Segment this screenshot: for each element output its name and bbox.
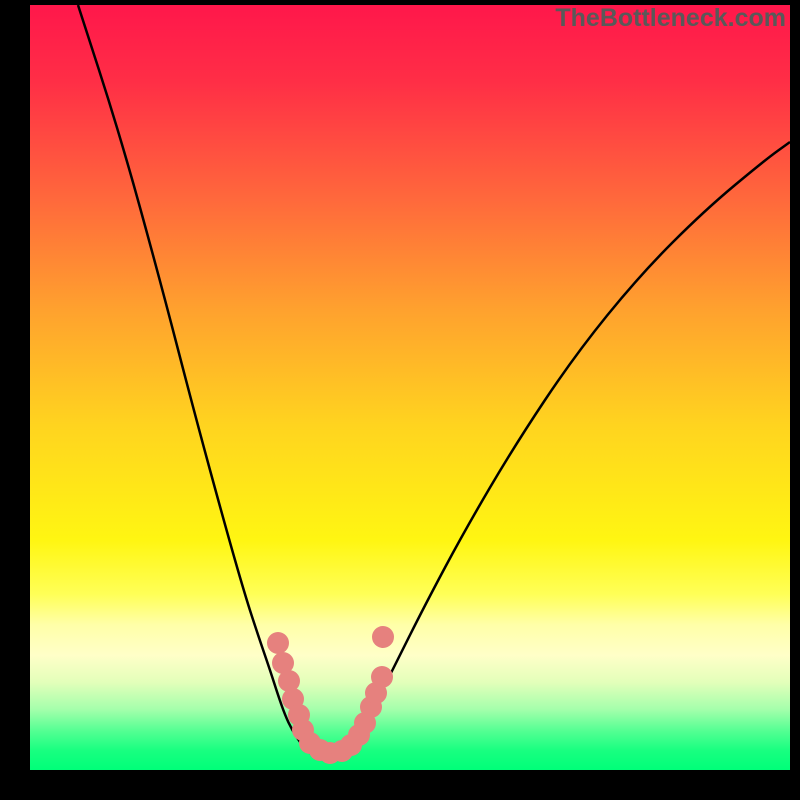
chart-overlay [30,5,790,770]
marker-dot [372,626,394,648]
plot-area [30,5,790,770]
curve-right [342,142,790,753]
chart-frame: TheBottleneck.com [0,0,800,800]
marker-dot [267,632,289,654]
marker-dot [371,666,393,688]
marker-group [267,626,394,764]
watermark-text: TheBottleneck.com [555,4,786,33]
